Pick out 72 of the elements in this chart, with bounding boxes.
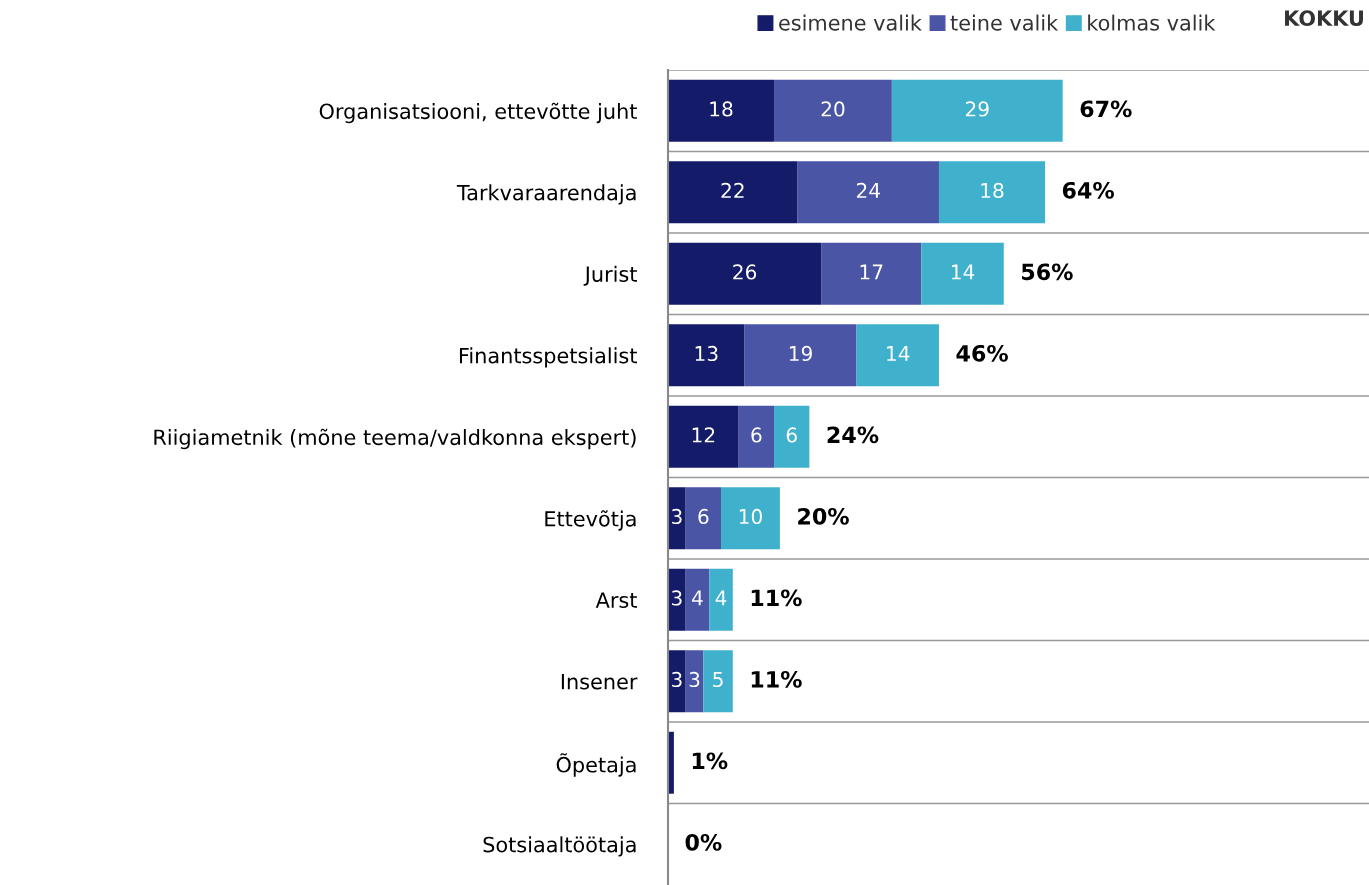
y-tick-label: Organisatsiooni, ettevõtte juht [319,102,637,124]
total-label: 24% [827,426,879,444]
data-label: 6 [751,427,762,443]
data-label: 22 [721,182,744,198]
data-label: 17 [860,264,883,280]
total-label: 1% [692,752,728,770]
bar [738,405,775,468]
legend-label: kolmas valik [1088,14,1216,31]
total-label: 46% [956,344,1008,362]
y-tick-label: Finantsspetsialist [459,347,637,368]
data-label: 24 [856,182,880,198]
total-label: 0% [685,833,722,851]
data-label: 4 [715,590,727,606]
data-label: 3 [671,590,682,606]
data-label: 13 [695,345,718,362]
bar [856,324,939,387]
bar [668,568,686,631]
y-tick-label: Riigiametnik (mõne teema/valdkonna ekspert) [154,428,636,450]
bar [703,650,733,713]
y-tick-label: Sotsiaaltöötaja [483,836,636,857]
bar [668,487,686,550]
data-label: 20 [821,101,845,117]
data-label: 3 [689,671,700,688]
total-label: 20% [798,507,849,525]
y-tick-label: Ettevõtja [545,510,636,531]
bar [685,487,722,550]
total-label: 67% [1080,100,1132,118]
legend-label: esimene valik [779,14,922,31]
total-label: 64% [1062,181,1114,199]
legend-label: teine valik [950,14,1059,31]
data-label: 5 [713,672,723,688]
bar [774,405,810,468]
data-label: 18 [710,101,733,117]
data-label: 10 [739,508,762,525]
bar [938,161,1046,224]
bar [821,242,922,305]
bar [774,79,892,142]
bar [709,568,733,631]
total-label: 11% [751,589,802,607]
data-label: 26 [733,264,757,280]
bar [921,242,1004,305]
bar [668,650,686,713]
total-label: 11% [751,670,802,688]
bar [685,568,710,631]
text: KOKKU [1285,10,1363,27]
data-label: 12 [692,427,715,443]
data-label: 29 [965,101,989,117]
data-label: 6 [786,427,797,443]
bar [744,324,857,387]
bar [685,650,704,713]
y-tick-label: Jurist [583,265,637,286]
y-tick-label: Arst [595,592,637,608]
bar [668,79,775,142]
data-label: 4 [692,590,703,606]
y-tick-label: Õpetaja [556,753,636,777]
bar [891,79,1063,142]
data-label: 18 [981,182,1004,199]
bar [668,242,822,305]
data-label: 14 [887,346,910,361]
data-label: 14 [951,264,975,280]
y-tick-label: Insener [561,673,638,690]
bar [797,161,939,224]
bar [668,161,798,224]
data-label: 19 [789,345,812,362]
bar [668,405,739,468]
y-tick-label: Tarkvaraarendaja [456,184,636,205]
total-label: 56% [1021,263,1073,281]
bar [721,487,780,550]
data-label: 6 [698,508,709,525]
bar [668,324,745,387]
data-label: 3 [671,508,682,525]
data-label: 3 [671,671,682,688]
